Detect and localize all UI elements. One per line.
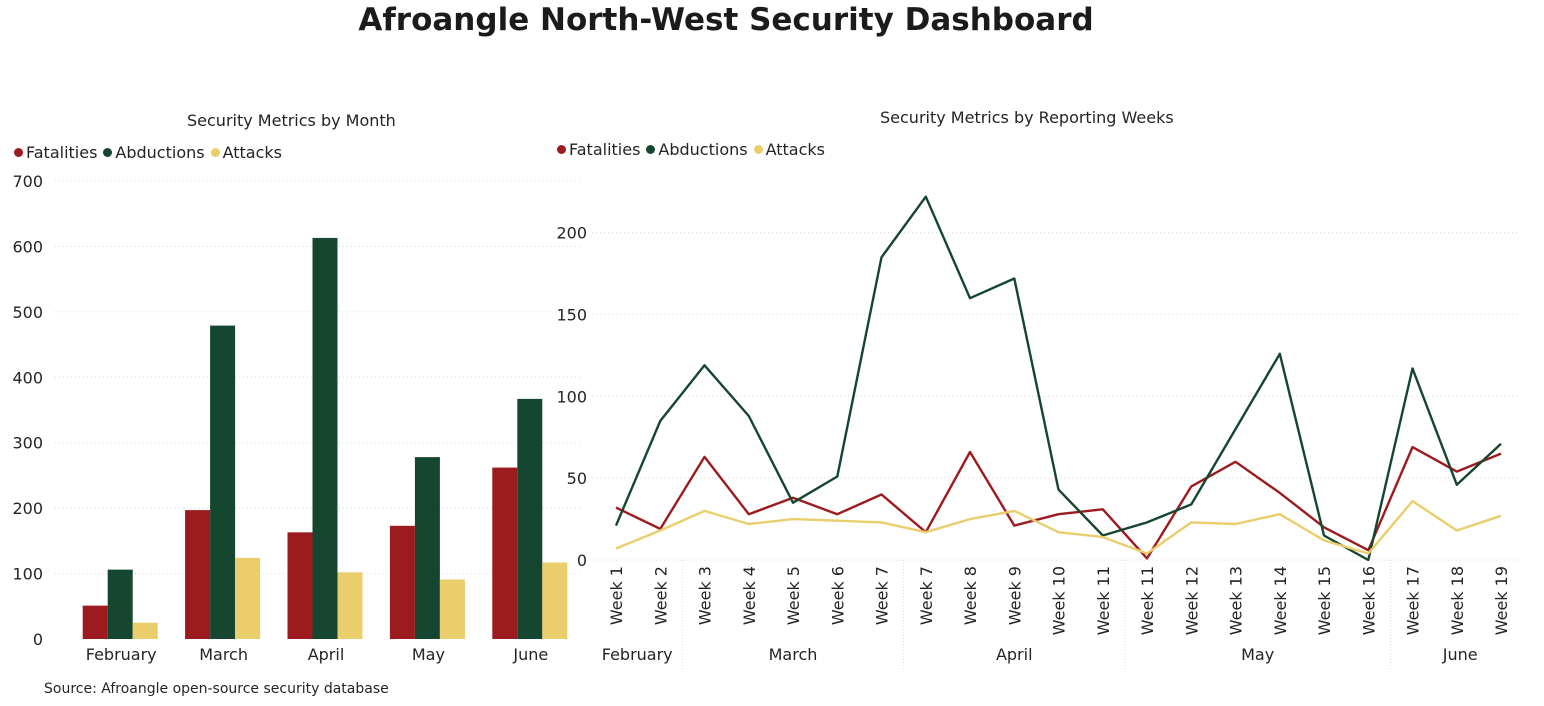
- bar-chart-legend: Fatalities Abductions Attacks: [14, 143, 288, 162]
- x-tick-label: Week 6: [828, 566, 847, 625]
- bar-abductions-june: [517, 398, 543, 639]
- y-tick-label: 200: [12, 499, 43, 518]
- x-tick-label: Week 4: [740, 566, 759, 625]
- legend-label-attacks: Attacks: [222, 143, 283, 162]
- group-label: March: [769, 645, 818, 664]
- y-tick-label: 50: [567, 469, 587, 488]
- bar-attacks-february: [132, 622, 158, 639]
- legend-item-fatalities[interactable]: Fatalities: [557, 140, 640, 159]
- bar-fatalities-april: [287, 532, 313, 639]
- bar-abductions-may: [414, 457, 440, 639]
- x-tick-label: Week 7: [917, 566, 936, 625]
- x-tick-label: Week 3: [696, 566, 715, 625]
- legend-label-fatalities: Fatalities: [26, 143, 98, 162]
- y-tick-label: 600: [12, 237, 43, 256]
- bar-attacks-june: [542, 562, 568, 639]
- legend-item-attacks[interactable]: Attacks: [210, 143, 283, 162]
- x-tick-label: Week 1: [607, 566, 626, 625]
- legend-item-abductions[interactable]: Abductions: [646, 140, 748, 159]
- bar-fatalities-june: [492, 467, 518, 639]
- bar-abductions-february: [107, 569, 133, 639]
- bar-attacks-april: [337, 572, 363, 639]
- line-series-abductions: [614, 195, 1502, 562]
- group-label: June: [1442, 645, 1478, 664]
- abductions-dot-icon: [646, 145, 656, 154]
- x-tick-label: April: [308, 645, 345, 664]
- bar-attacks-may: [439, 579, 465, 639]
- x-tick-label: Week 9: [1005, 566, 1024, 625]
- x-tick-label: Week 15: [1315, 566, 1334, 635]
- x-tick-label: Week 19: [1492, 566, 1511, 635]
- legend-label-attacks: Attacks: [765, 140, 826, 159]
- attacks-dot-icon: [753, 145, 763, 154]
- x-tick-label: Week 10: [1050, 566, 1069, 635]
- fatalities-dot-icon: [14, 148, 23, 157]
- legend-item-fatalities[interactable]: Fatalities: [14, 143, 97, 162]
- y-tick-label: 400: [12, 368, 43, 387]
- legend-label-abductions: Abductions: [115, 143, 205, 162]
- legend-item-abductions[interactable]: Abductions: [103, 143, 205, 162]
- bar-chart-plot: 0 100 200 300 400 500 600 700 February March April…: [12, 172, 582, 664]
- bar-attacks-march: [235, 557, 261, 639]
- x-tick-label: Week 17: [1404, 566, 1423, 635]
- y-tick-label: 0: [577, 551, 587, 570]
- x-tick-label: Week 12: [1182, 566, 1201, 635]
- group-label: February: [602, 645, 673, 664]
- group-label: April: [996, 645, 1033, 664]
- legend-item-attacks[interactable]: Attacks: [753, 140, 826, 159]
- x-tick-label: Week 11: [1138, 566, 1157, 635]
- x-tick-label: Week 7: [873, 566, 892, 625]
- y-tick-label: 100: [556, 387, 587, 406]
- line-chart-title: Security Metrics by Reporting Weeks: [880, 108, 1174, 127]
- group-label: May: [1241, 645, 1274, 664]
- x-tick-label: Week 13: [1227, 566, 1246, 635]
- y-tick-label: 300: [12, 434, 43, 453]
- y-tick-label: 700: [12, 172, 43, 191]
- y-tick-label: 100: [12, 565, 43, 584]
- y-tick-label: 200: [556, 224, 587, 243]
- x-tick-label: Week 8: [961, 566, 980, 625]
- y-tick-label: 150: [556, 306, 587, 325]
- legend-label-fatalities: Fatalities: [569, 140, 641, 159]
- x-tick-label: May: [412, 645, 445, 664]
- dashboard-title: Afroangle North-West Security Dashboard: [358, 2, 1094, 38]
- y-tick-label: 0: [33, 630, 43, 649]
- x-tick-label: Week 11: [1094, 566, 1113, 635]
- x-tick-label: Week 16: [1359, 566, 1378, 635]
- x-tick-label: March: [199, 645, 248, 664]
- line-chart-legend: Fatalities Abductions Attacks: [557, 140, 831, 159]
- x-tick-label: Week 2: [651, 566, 670, 625]
- x-tick-label: Week 18: [1448, 566, 1467, 635]
- legend-label-abductions: Abductions: [658, 140, 748, 159]
- x-tick-label: February: [86, 645, 157, 664]
- x-tick-label: June: [512, 645, 548, 664]
- bar-abductions-march: [210, 325, 236, 639]
- y-tick-label: 500: [12, 303, 43, 322]
- abductions-dot-icon: [103, 148, 113, 157]
- bar-fatalities-may: [389, 525, 415, 639]
- line-chart-plot: 0 50 100 150 200 Week 1 Week 2 Week 3 Week 4 Week…: [556, 195, 1519, 670]
- line-series-fatalities: [615, 445, 1502, 560]
- fatalities-dot-icon: [557, 145, 566, 154]
- source-note: Source: Afroangle open-source security d…: [44, 681, 389, 697]
- bar-abductions-april: [312, 237, 338, 639]
- line-series-attacks: [615, 499, 1502, 555]
- attacks-dot-icon: [210, 148, 220, 157]
- bar-fatalities-march: [185, 510, 211, 639]
- bar-chart-title: Security Metrics by Month: [187, 111, 396, 130]
- x-tick-label: Week 14: [1271, 566, 1290, 635]
- bar-fatalities-february: [82, 605, 108, 639]
- x-tick-label: Week 5: [784, 566, 803, 625]
